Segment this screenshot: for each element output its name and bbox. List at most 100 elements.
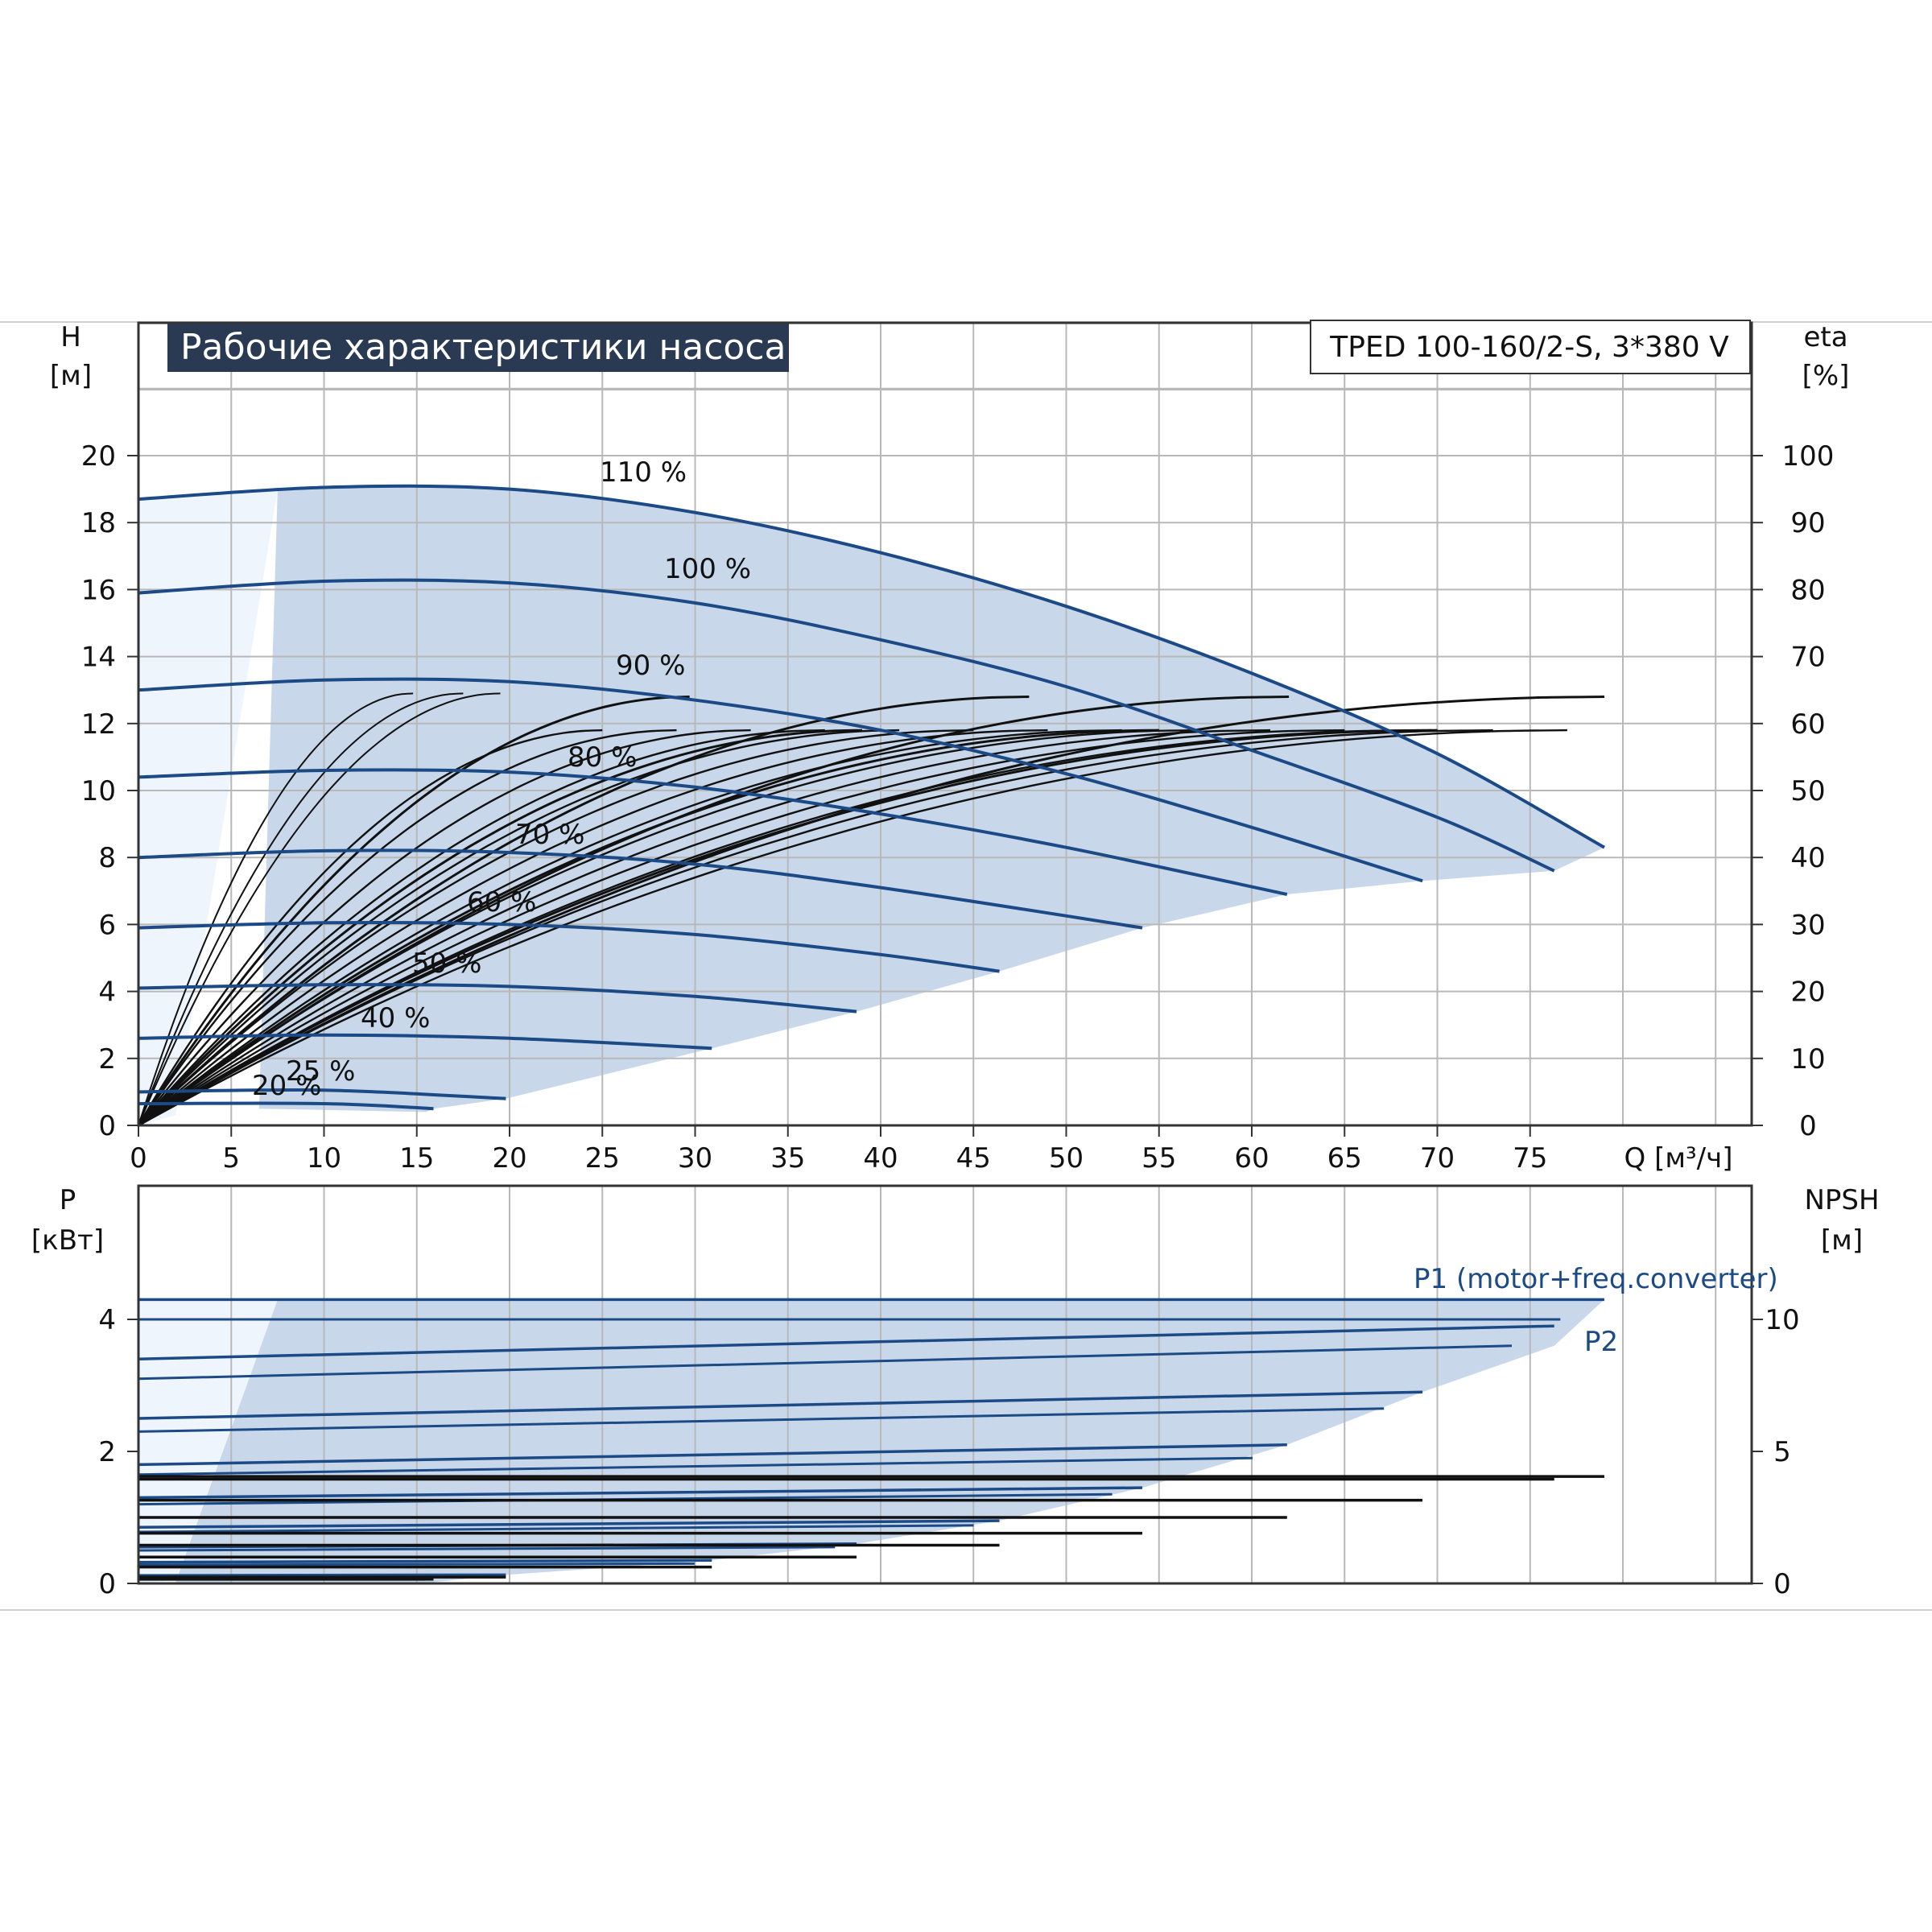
x-tick-label: 20 <box>492 1142 526 1174</box>
efficiency-curve <box>138 729 1493 1127</box>
y-left-tick-label: 10 <box>81 775 116 807</box>
curve-label-110: 110 % <box>600 456 687 489</box>
x-tick-label: 60 <box>1234 1142 1269 1174</box>
npsh-tick-label: 10 <box>1765 1304 1799 1336</box>
head-curve <box>138 1088 506 1100</box>
p2-curve <box>138 1562 695 1567</box>
p-tick-label: 4 <box>98 1304 116 1336</box>
efficiency-curve <box>138 729 751 1126</box>
head-curve <box>138 484 1605 849</box>
y-right-tick-label: 0 <box>1799 1110 1817 1142</box>
head-curve <box>138 768 1288 896</box>
x-tick-label: 50 <box>1049 1142 1084 1174</box>
curve-label-20: 20 % <box>252 1070 321 1102</box>
efficiency-curve <box>137 696 1030 1127</box>
y-left-tick-label: 16 <box>81 574 116 606</box>
efficiency-curve <box>137 729 603 1126</box>
x-tick-label: 15 <box>399 1142 434 1174</box>
efficiency-curve <box>137 696 690 1126</box>
x-tick-label: 45 <box>956 1142 991 1174</box>
chart-title: Рабочие характеристики насоса <box>180 327 786 368</box>
p2-curve <box>138 1524 974 1534</box>
x-axis-label: Q [м³/ч] <box>1624 1142 1733 1174</box>
y-left-tick-label: 14 <box>81 642 116 674</box>
efficiency-curves <box>137 692 1605 1127</box>
efficiency-curve <box>138 692 464 1126</box>
x-tick-label: 30 <box>678 1142 712 1174</box>
y-left-tick-label: 12 <box>81 708 116 741</box>
y-left-tick-label: 4 <box>98 976 116 1009</box>
efficiency-curve <box>138 729 1048 1126</box>
head-curve <box>138 983 857 1013</box>
head-curves <box>138 484 1605 1111</box>
model-label: TPED 100-160/2-S, 3*380 V <box>1329 331 1729 364</box>
operating-area <box>138 486 1605 1125</box>
p1-legend-label: P1 (motor+freq.converter) <box>1414 1263 1778 1295</box>
y-right-tick-label: 10 <box>1790 1043 1825 1075</box>
npsh-axis-name: NPSH <box>1804 1184 1879 1216</box>
x-tick-label: 25 <box>585 1142 620 1174</box>
curve-label-40: 40 % <box>361 1002 430 1034</box>
x-tick-label: 70 <box>1420 1142 1455 1174</box>
y-left-axis-unit: [м] <box>50 360 92 392</box>
curve-label-90: 90 % <box>616 650 685 682</box>
x-tick-label: 65 <box>1327 1142 1362 1174</box>
y-right-tick-label: 90 <box>1790 507 1825 539</box>
curve-label-25: 25 % <box>286 1055 355 1088</box>
npsh-tick-label: 5 <box>1773 1436 1791 1468</box>
p2-curve <box>138 1546 836 1552</box>
y-right-tick-label: 60 <box>1790 708 1825 741</box>
p1-curve <box>138 1486 1143 1500</box>
curve-labels: 110 % 100 % 90 % 80 % 70 % 60 % 50 % 40 %25 %20… <box>252 456 751 1102</box>
efficiency-curve <box>138 692 414 1126</box>
efficiency-curve <box>138 729 1196 1126</box>
efficiency-curve <box>138 729 1122 1126</box>
low-flow-power-region <box>138 1299 278 1583</box>
p2-curve <box>138 1456 1253 1476</box>
y-left-tick-label: 0 <box>98 1110 116 1142</box>
p1-curve <box>138 1443 1287 1467</box>
p-axis-unit: [кВт] <box>31 1224 104 1257</box>
model-box <box>1310 320 1751 374</box>
x-tick-label: 10 <box>307 1142 341 1174</box>
upper-axis-ticks: 0 5 10 15 20 25 30 35 40 45 50 55 60 65 70 75 0 2 4 6 8 10 12 1… <box>81 440 1835 1174</box>
p2-curve <box>138 1344 1512 1381</box>
head-curve <box>138 677 1423 883</box>
y-right-tick-label: 40 <box>1790 842 1825 874</box>
p-tick-label: 0 <box>98 1568 116 1600</box>
title-box <box>167 324 789 372</box>
efficiency-curve <box>138 729 677 1126</box>
p1-curve <box>138 1519 1000 1530</box>
y-right-tick-label: 70 <box>1790 642 1825 674</box>
y-right-tick-label: 30 <box>1790 909 1825 941</box>
efficiency-curve <box>138 729 900 1126</box>
npsh-tick-label: 0 <box>1773 1568 1791 1600</box>
efficiency-curve <box>138 692 501 1126</box>
p-tick-label: 2 <box>98 1436 116 1468</box>
y-right-tick-label: 100 <box>1782 440 1835 473</box>
efficiency-curve <box>138 729 1567 1127</box>
x-tick-label: 35 <box>770 1142 805 1174</box>
curve-label-50: 50 % <box>412 947 481 980</box>
curve-label-80: 80 % <box>568 741 637 774</box>
y-left-tick-label: 20 <box>81 440 116 473</box>
p2-curve <box>138 1407 1385 1433</box>
head-curve <box>138 578 1555 873</box>
efficiency-curve <box>138 696 1605 1127</box>
lower-plot-frame <box>137 1184 1753 1585</box>
y-right-axis-name: eta <box>1803 321 1847 353</box>
head-curve <box>138 1101 434 1111</box>
efficiency-curve <box>138 729 1419 1127</box>
y-left-tick-label: 8 <box>98 842 116 874</box>
p1-curve <box>138 1324 1554 1360</box>
y-right-tick-label: 20 <box>1790 976 1825 1009</box>
p1-curve <box>138 1390 1423 1420</box>
efficiency-curve <box>138 729 974 1126</box>
x-tick-label: 0 <box>130 1142 147 1174</box>
head-curve <box>138 920 1000 973</box>
x-tick-label: 75 <box>1513 1142 1547 1174</box>
x-tick-label: 40 <box>863 1142 898 1174</box>
y-right-axis-unit: [%] <box>1802 360 1850 392</box>
power-curves <box>138 1298 1604 1581</box>
